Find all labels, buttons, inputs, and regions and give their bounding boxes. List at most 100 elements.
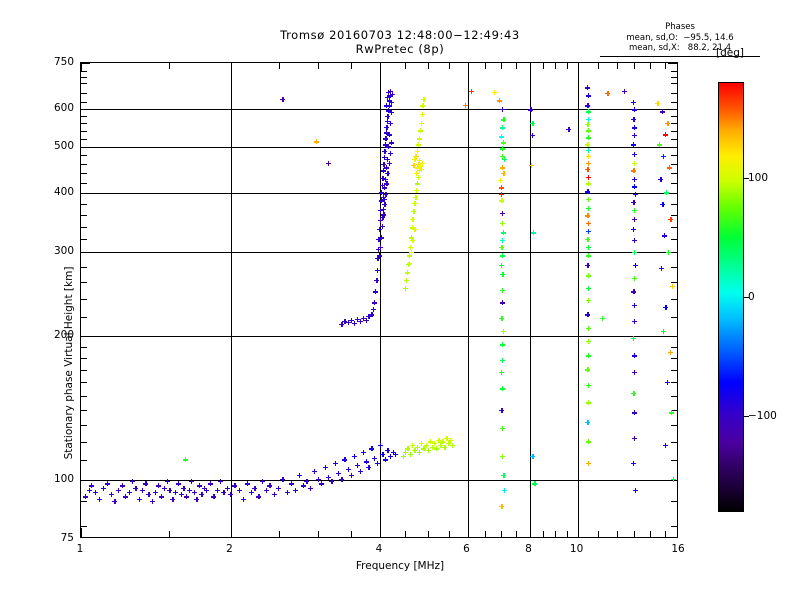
x-axis-minor-tick [542, 63, 544, 69]
data-point [380, 215, 386, 221]
data-point [661, 233, 667, 239]
y-axis-minor-tick [81, 226, 87, 228]
data-point [660, 202, 666, 208]
data-point [605, 90, 611, 96]
data-point [183, 494, 189, 500]
y-axis-major-tick [81, 336, 90, 338]
data-point [497, 177, 503, 183]
x-axis-major-tick [380, 63, 381, 72]
data-point [170, 496, 176, 502]
data-point [271, 492, 277, 497]
x-axis-minor-tick [168, 63, 170, 69]
data-point [322, 465, 328, 470]
x-axis-tick-label: 1 [76, 543, 84, 555]
data-point [529, 133, 535, 139]
data-point [152, 489, 158, 495]
data-point [400, 453, 406, 459]
data-point [632, 151, 637, 157]
stats-divider [600, 56, 760, 57]
data-point [382, 202, 388, 208]
data-point [427, 439, 433, 445]
data-point [405, 262, 411, 267]
data-point [408, 235, 414, 241]
data-point [585, 128, 591, 134]
data-point [423, 442, 429, 448]
y-axis-tick-label: 750 [53, 56, 74, 68]
y-axis-tick-label: 75 [60, 532, 74, 544]
data-point [499, 185, 505, 191]
data-point [381, 185, 387, 191]
data-point [501, 157, 507, 163]
data-point [631, 160, 637, 166]
data-point [280, 96, 286, 102]
data-point [631, 227, 637, 233]
data-point [415, 142, 421, 148]
data-point [442, 444, 448, 450]
y-axis-minor-tick [671, 130, 677, 132]
data-point [499, 315, 505, 321]
data-point [332, 461, 338, 467]
data-point [351, 453, 357, 459]
y-axis-minor-tick [81, 425, 87, 427]
data-point [387, 150, 393, 156]
data-point [586, 174, 592, 180]
data-point [385, 113, 391, 119]
data-point [384, 119, 390, 125]
x-axis-minor-tick [598, 63, 600, 69]
data-point [585, 121, 591, 127]
data-point [585, 461, 591, 467]
data-point [387, 132, 392, 138]
y-axis-minor-tick [81, 266, 87, 268]
y-axis-major-tick [81, 479, 90, 481]
x-axis-major-tick [467, 63, 469, 72]
data-point [288, 481, 294, 487]
y-axis-minor-tick [81, 441, 87, 443]
data-point [388, 140, 394, 146]
y-axis-minor-tick [671, 298, 677, 300]
data-point [631, 249, 637, 255]
data-point [380, 206, 386, 212]
data-point [415, 161, 421, 167]
data-point [194, 496, 200, 502]
data-point [380, 168, 386, 174]
data-point [566, 126, 572, 132]
colorbar [718, 82, 744, 512]
y-axis-minor-tick [671, 266, 677, 268]
data-point [348, 317, 354, 323]
y-axis-minor-tick [671, 239, 677, 241]
y-axis-minor-tick [81, 525, 87, 527]
data-point [631, 289, 637, 295]
data-point [280, 477, 286, 482]
data-point [181, 485, 187, 491]
y-axis-minor-tick [81, 239, 87, 241]
data-point [630, 99, 636, 105]
data-point [425, 448, 431, 454]
y-axis-minor-tick [81, 77, 87, 79]
x-axis-major-tick [577, 63, 579, 72]
data-point [167, 487, 173, 493]
data-point [585, 262, 591, 268]
data-point [432, 441, 437, 447]
data-point [632, 237, 637, 243]
data-point [82, 494, 88, 500]
data-point [421, 96, 427, 102]
data-point [354, 316, 360, 322]
data-point [585, 93, 591, 99]
data-point [284, 489, 290, 495]
x-axis-minor-tick [168, 531, 170, 537]
data-point [632, 262, 638, 268]
data-point [669, 283, 675, 289]
colorbar-tick-label: 0 [748, 291, 755, 303]
data-point [499, 106, 505, 112]
x-axis-minor-tick [617, 63, 618, 69]
x-axis-tick-label: 2 [226, 543, 233, 555]
data-point [133, 485, 139, 491]
y-axis-minor-tick [671, 459, 677, 461]
data-point [374, 277, 380, 283]
data-point [585, 103, 591, 109]
x-axis-major-tick [529, 63, 531, 72]
data-point [357, 468, 363, 474]
data-point [500, 230, 506, 236]
data-point [599, 315, 605, 321]
y-axis-minor-tick [81, 410, 87, 411]
